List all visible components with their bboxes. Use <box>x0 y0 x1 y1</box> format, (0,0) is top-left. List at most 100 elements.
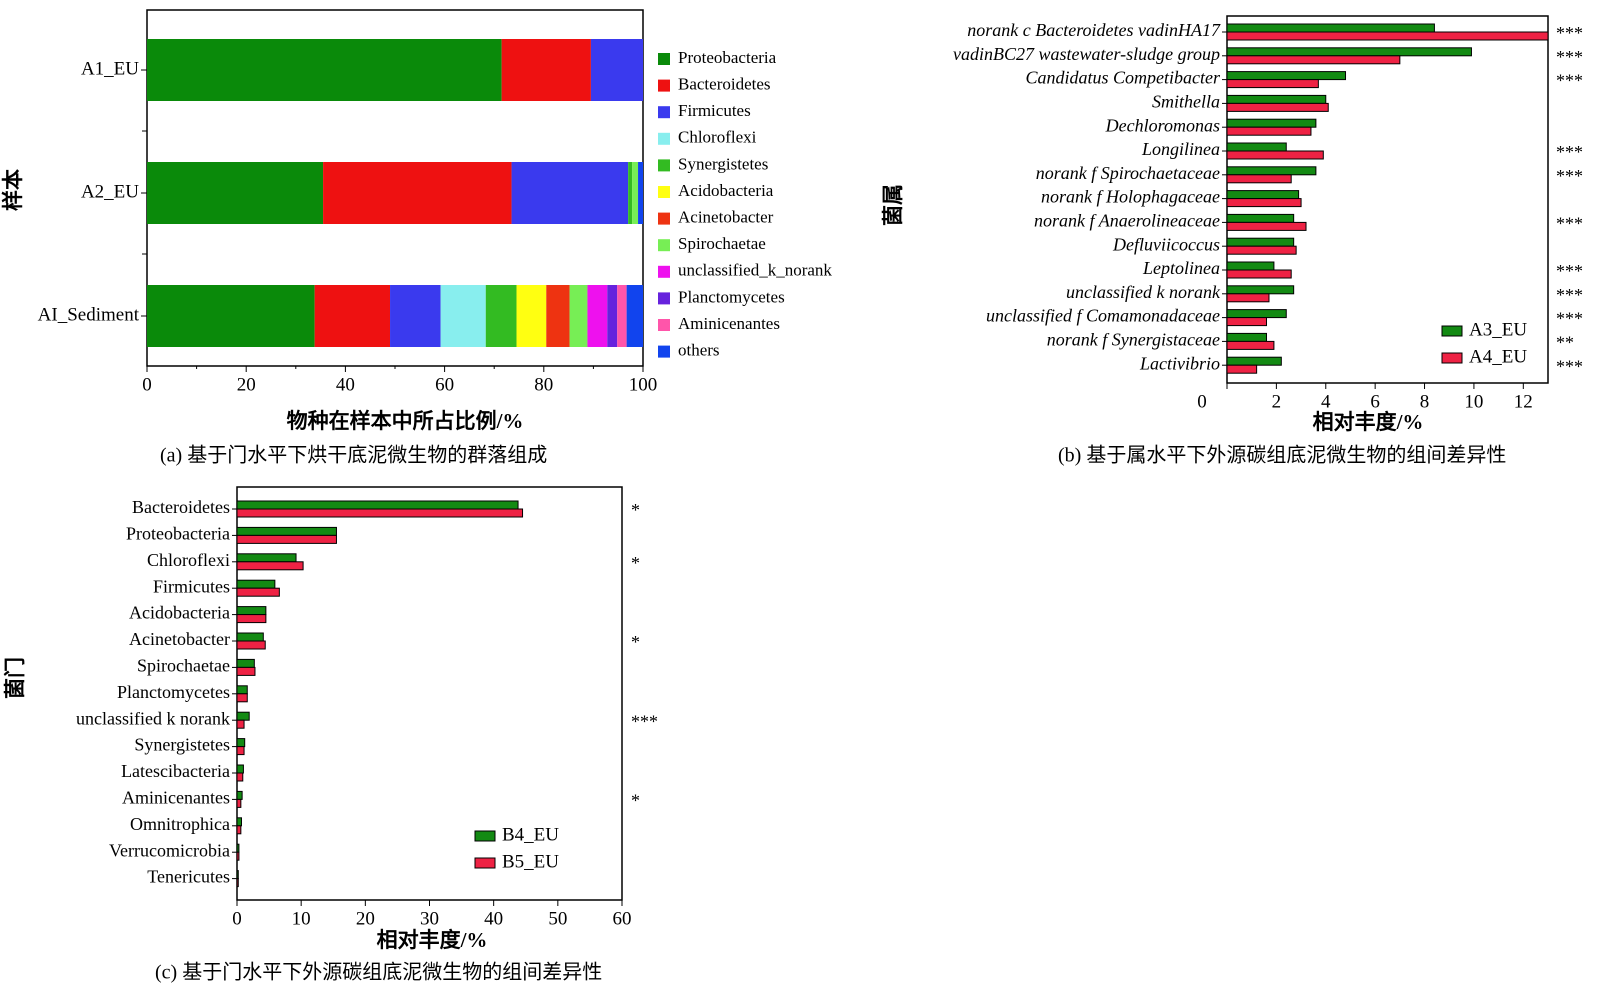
legend-swatch-a3-eu <box>1441 325 1463 337</box>
x-tick-label: 6 <box>1370 391 1380 412</box>
bar-unclassified-k-norank-a3-eu <box>1226 285 1295 295</box>
x-axis-title: 相对丰度/% <box>1313 410 1424 434</box>
x-axis-title: 物种在样本中所占比例/% <box>287 409 524 433</box>
x-tick-label: 80 <box>534 374 553 395</box>
bar-norank-c-bacteroidetes-vadinha17-a3-eu <box>1226 23 1435 33</box>
legend-swatch-spirochaetae <box>658 239 670 252</box>
legend-label: others <box>678 341 720 360</box>
legend-swatch-synergistetes <box>658 159 670 172</box>
x-tick-label: 0 <box>142 374 152 395</box>
category-label: Acinetobacter <box>129 629 230 649</box>
bar-candidatus-competibacter-a3-eu <box>1226 71 1347 81</box>
legend-label: A4_EU <box>1469 346 1527 367</box>
x-tick-label: 0 <box>1197 391 1207 412</box>
bar-ai-sediment-others <box>626 285 643 347</box>
x-tick-label: 40 <box>336 374 355 395</box>
bar-norank-f-anaerolineaceae-a3-eu <box>1226 213 1295 223</box>
x-tick-label: 0 <box>232 908 242 929</box>
x-tick-label: 2 <box>1272 391 1282 412</box>
legend-swatch-others <box>658 345 670 358</box>
bar-ai-sediment-proteobacteria <box>147 285 315 347</box>
bar-acidobacteria-b4-eu <box>236 606 267 616</box>
x-tick-label: 100 <box>629 374 658 395</box>
bar-a2-eu-proteobacteria <box>147 162 324 224</box>
bar-leptolinea-a4-eu <box>1226 269 1292 279</box>
category-label: A2_EU <box>81 181 139 202</box>
legend-swatch-unclassified-k-norank <box>658 265 670 278</box>
category-label: norank f Spirochaetaceae <box>1036 163 1220 183</box>
category-label: Omnitrophica <box>130 814 230 834</box>
category-label: Spirochaetae <box>137 656 230 676</box>
category-label: Bacteroidetes <box>132 497 230 517</box>
x-tick-label: 10 <box>292 908 311 929</box>
x-tick-label: 20 <box>237 374 256 395</box>
bar-ai-sediment-planctomycetes <box>607 285 618 347</box>
x-tick-label: 60 <box>613 908 632 929</box>
bar-chloroflexi-b4-eu <box>236 553 297 563</box>
bar-aminicenantes-b4-eu <box>236 790 243 800</box>
category-label: Smithella <box>1152 92 1220 112</box>
legend-label: Synergistetes <box>678 154 768 173</box>
x-tick-label: 12 <box>1514 391 1533 412</box>
category-label: Synergistetes <box>134 735 230 755</box>
bar-norank-f-holophagaceae-a3-eu <box>1226 190 1300 200</box>
bar-norank-f-synergistaceae-a3-eu <box>1226 332 1268 342</box>
significance-mark: *** <box>1556 214 1583 234</box>
legend-label: Chloroflexi <box>678 128 757 147</box>
panel-c-caption: (c) 基于门水平下外源碳组底泥微生物的组间差异性 <box>155 961 602 984</box>
bar-acinetobacter-b5-eu <box>236 640 266 650</box>
bar-a2-eu-others <box>638 162 643 224</box>
bar-proteobacteria-b4-eu <box>236 526 337 536</box>
x-tick-label: 30 <box>420 908 439 929</box>
bar-a2-eu-synergistetes <box>628 162 633 224</box>
bar-spirochaetae-b5-eu <box>236 666 256 676</box>
category-label: Lactivibrio <box>1139 353 1220 373</box>
legend-label: Spirochaetae <box>678 234 766 253</box>
bar-ai-sediment-aminicenantes <box>617 285 627 347</box>
significance-mark: *** <box>1556 309 1583 329</box>
significance-mark: *** <box>631 711 658 731</box>
legend-swatch-proteobacteria <box>658 53 670 65</box>
bar-a1-eu-firmicutes <box>590 39 643 101</box>
significance-mark: ** <box>1556 333 1574 353</box>
bar-longilinea-a3-eu <box>1226 142 1287 152</box>
legend-swatch-chloroflexi <box>658 132 670 145</box>
category-label: norank c Bacteroidetes vadinHA17 <box>967 20 1221 40</box>
panel-a: A1_EU A2_EU AI_Sediment 0 20 40 60 80 100 物种在样本中所… <box>1 9 832 467</box>
bar-norank-f-spirochaetaceae-a3-eu <box>1226 166 1317 176</box>
legend-label: Planctomycetes <box>678 287 785 306</box>
legend-swatch-firmicutes <box>658 106 670 119</box>
bar-lactivibrio-a3-eu <box>1226 356 1282 366</box>
category-label: unclassified k norank <box>1066 282 1221 302</box>
legend-label: Firmicutes <box>678 101 751 120</box>
bar-vadinbc27-wastewater-sludge-group-a4-eu <box>1226 55 1401 65</box>
bar-omnitrophica-b4-eu <box>236 817 242 827</box>
bar-tenericutes-b4-eu <box>236 870 239 880</box>
category-label: norank f Synergistaceae <box>1047 330 1220 350</box>
bar-norank-f-spirochaetaceae-a4-eu <box>1226 174 1292 184</box>
bar-latescibacteria-b5-eu <box>236 772 244 782</box>
bar-synergistetes-b4-eu <box>236 738 246 748</box>
bar-norank-f-anaerolineaceae-a4-eu <box>1226 221 1307 231</box>
category-label: Longilinea <box>1141 139 1220 159</box>
bar-omnitrophica-b5-eu <box>236 825 242 835</box>
x-tick-label: 8 <box>1420 391 1430 412</box>
category-label: unclassified f Comamonadaceae <box>986 306 1220 326</box>
bar-norank-f-holophagaceae-a4-eu <box>1226 198 1302 208</box>
bar-unclassified-f-comamonadaceae-a3-eu <box>1226 309 1287 319</box>
plot-frame <box>236 486 623 901</box>
bar-defluviicoccus-a3-eu <box>1226 237 1295 247</box>
bar-ai-sediment-chloroflexi <box>440 285 486 347</box>
x-axis-title: 相对丰度/% <box>377 928 488 952</box>
bar-tenericutes-b5-eu <box>236 878 239 888</box>
panel-a-caption: (a) 基于门水平下烘干底泥微生物的群落组成 <box>160 444 547 467</box>
bar-ai-sediment-bacteroidetes <box>314 285 391 347</box>
bar-unclassified-k-norank-a4-eu <box>1226 293 1270 303</box>
bar-defluviicoccus-a4-eu <box>1226 245 1297 255</box>
bar-firmicutes-b4-eu <box>236 579 276 589</box>
bar-unclassified-k-norank-b4-eu <box>236 711 250 721</box>
bar-bacteroidetes-b5-eu <box>236 508 524 518</box>
bar-a2-eu-firmicutes <box>511 162 629 224</box>
legend-label: B4_EU <box>502 824 559 845</box>
